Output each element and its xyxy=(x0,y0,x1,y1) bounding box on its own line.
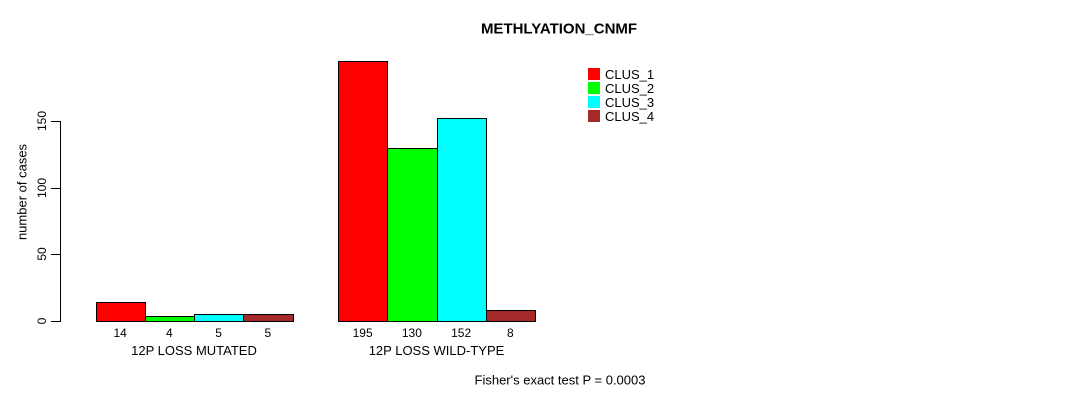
legend-item: CLUS_1 xyxy=(588,66,655,82)
y-axis-line xyxy=(60,121,61,322)
bar xyxy=(144,315,195,322)
legend-item: CLUS_4 xyxy=(588,108,655,124)
bar xyxy=(338,61,389,322)
bar-value-label: 152 xyxy=(451,326,472,340)
fisher-test-annotation: Fisher's exact test P = 0.0003 xyxy=(474,372,646,388)
category-label: 12P LOSS WILD-TYPE xyxy=(368,343,505,358)
y-tick-label: 150 xyxy=(35,110,49,132)
legend-swatch xyxy=(588,68,600,80)
y-tick xyxy=(51,254,60,256)
y-tick-label: 0 xyxy=(35,317,49,325)
legend-swatch xyxy=(588,82,600,94)
bar-value-label: 4 xyxy=(166,326,173,340)
bar xyxy=(243,314,294,322)
bar xyxy=(194,314,245,322)
bar-value-label: 14 xyxy=(113,326,127,340)
legend-label: CLUS_1 xyxy=(605,66,655,82)
bar xyxy=(436,118,487,322)
legend-item: CLUS_3 xyxy=(588,94,655,110)
category-label: 12P LOSS MUTATED xyxy=(131,343,257,358)
bar-value-label: 130 xyxy=(401,326,422,340)
y-tick xyxy=(51,121,60,122)
chart-title: METHLYATION_CNMF xyxy=(480,20,638,38)
y-tick xyxy=(51,321,60,322)
bar xyxy=(485,310,536,322)
bar-value-label: 8 xyxy=(507,326,514,340)
legend-swatch xyxy=(588,96,600,108)
bar xyxy=(387,147,438,322)
y-tick-label: 100 xyxy=(35,177,49,198)
legend-label: CLUS_2 xyxy=(605,80,655,96)
bar-value-label: 5 xyxy=(215,326,222,340)
bar xyxy=(95,302,146,322)
legend-label: CLUS_3 xyxy=(605,94,655,110)
bar-value-label: 5 xyxy=(264,326,272,340)
legend-item: CLUS_2 xyxy=(588,80,655,96)
y-tick-label: 50 xyxy=(35,247,49,262)
legend-label: CLUS_4 xyxy=(605,108,655,124)
legend-swatch xyxy=(588,110,600,122)
legend: CLUS_1 CLUS_2 CLUS_3 CLUS_4 xyxy=(588,66,655,124)
bar-value-label: 195 xyxy=(352,326,373,340)
y-tick xyxy=(51,187,60,189)
